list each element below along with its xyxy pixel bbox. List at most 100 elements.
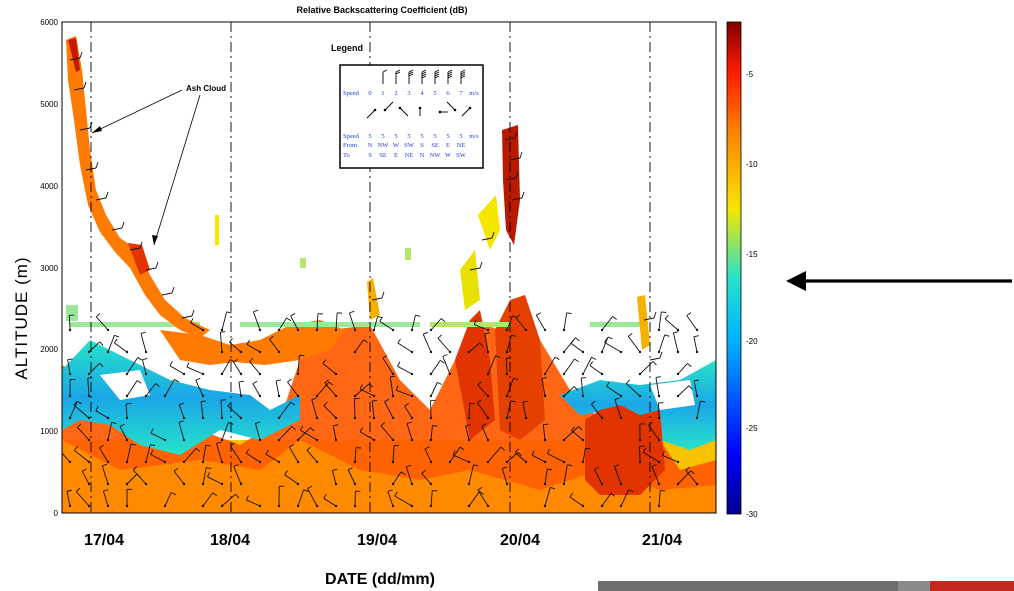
wind-barb — [481, 423, 490, 442]
wind-barb — [68, 401, 82, 420]
x-axis-label: DATE (dd/mm) — [325, 571, 435, 588]
wind-barb — [315, 381, 334, 398]
wind-barb — [531, 450, 547, 464]
wind-barb — [614, 464, 623, 486]
wind-barb — [638, 445, 645, 464]
wind-barb — [469, 261, 483, 271]
wind-barb — [429, 359, 445, 376]
wind-barb — [657, 334, 670, 354]
legend-direction-barb — [446, 101, 457, 112]
legend-direction-rows: 5 5 5 5 5 5 5 5 m/sN NW W SW S SE E NES SE E NE N NW W SW — [368, 133, 480, 159]
wind-barb — [619, 489, 634, 508]
wind-barb — [332, 424, 339, 442]
wind-barb — [695, 400, 706, 420]
legend-from-dir: W — [393, 142, 400, 149]
wind-barb — [662, 450, 680, 464]
wind-barb — [627, 332, 642, 354]
wind-barb — [331, 468, 338, 486]
legend-barb — [460, 69, 466, 84]
wind-barb — [311, 397, 319, 420]
wind-barb — [397, 338, 414, 354]
wind-barb — [437, 334, 452, 354]
wind-barb — [182, 447, 201, 464]
wind-barb — [252, 380, 262, 398]
wind-barb — [379, 316, 395, 332]
legend-barb — [421, 69, 427, 84]
wind-barb — [101, 463, 110, 486]
wind-barb — [429, 399, 436, 420]
wind-barb — [562, 386, 579, 398]
wind-barb — [467, 342, 484, 354]
legend-speed-value: 6 — [446, 90, 450, 97]
wind-barb — [142, 358, 148, 376]
wind-barb — [442, 354, 452, 376]
legend-speed-value: 3 — [407, 90, 410, 97]
wind-barb — [87, 377, 93, 398]
wind-barb — [163, 379, 180, 398]
wind-barb — [125, 488, 133, 508]
wind-barb — [201, 467, 212, 486]
wind-barb — [590, 400, 604, 420]
wind-barb — [570, 339, 585, 354]
legend-top-barbs — [382, 69, 466, 84]
wind-barb — [173, 467, 186, 486]
wind-barb — [68, 379, 76, 398]
legend-bottom-speed: 5 — [368, 133, 371, 140]
wind-barb — [66, 489, 72, 508]
wind-barb — [569, 492, 585, 508]
wind-barb — [87, 362, 104, 376]
wind-barb — [190, 318, 205, 332]
wind-barb — [429, 381, 443, 398]
wind-barb — [359, 384, 376, 398]
wind-barb — [542, 423, 549, 442]
wind-barb — [657, 490, 666, 508]
wind-barb — [514, 448, 528, 464]
wind-barb — [505, 334, 517, 354]
y-tick-label: 0 — [54, 509, 59, 518]
wind-barb — [562, 358, 579, 376]
wind-barb — [391, 471, 406, 486]
wind-barb — [238, 380, 244, 398]
wind-barb — [638, 361, 657, 376]
legend-to-dir: S — [368, 152, 372, 159]
legend-bottom-speed: 5 — [394, 133, 397, 140]
wind-barb — [676, 385, 693, 398]
wind-barb — [73, 400, 91, 420]
legend-from-dir: NW — [378, 142, 390, 149]
wind-barb — [543, 356, 560, 376]
wind-barb — [169, 361, 186, 376]
wind-barb — [380, 422, 395, 442]
wind-barb — [649, 351, 663, 361]
wind-barb — [655, 376, 661, 398]
y-axis-label: ALTITUDE (m) — [12, 256, 31, 379]
wind-barb — [672, 331, 680, 354]
wind-barb — [62, 445, 72, 464]
wind-barb — [255, 421, 262, 442]
wind-barb — [581, 356, 597, 376]
wind-barb — [651, 464, 661, 486]
y-tick-label: 5000 — [40, 100, 58, 109]
wind-barb — [347, 467, 357, 486]
legend-bottom-speed: 5 — [381, 133, 384, 140]
wind-barb — [207, 472, 224, 486]
legend-barb — [408, 69, 414, 84]
wind-barb — [249, 357, 262, 376]
wind-barb — [290, 313, 300, 332]
wind-barb — [371, 291, 385, 301]
y-tick-label: 4000 — [40, 182, 58, 191]
pointer-arrow — [786, 271, 1012, 291]
wind-barb — [405, 464, 414, 486]
x-tick-label: 19/04 — [357, 532, 397, 549]
legend-speed-value: 0 — [368, 90, 371, 97]
wind-barb — [600, 493, 616, 508]
legend-from-dir: SE — [431, 142, 439, 149]
wind-barb — [638, 423, 645, 442]
wind-barb — [284, 470, 300, 486]
wind-barb — [77, 423, 91, 442]
wind-barb — [625, 379, 642, 398]
wind-barb — [289, 444, 300, 464]
legend-direction-barb — [398, 106, 409, 117]
legend-direction-barb — [438, 110, 448, 114]
wind-barb — [269, 335, 281, 354]
wind-barb — [145, 261, 159, 271]
